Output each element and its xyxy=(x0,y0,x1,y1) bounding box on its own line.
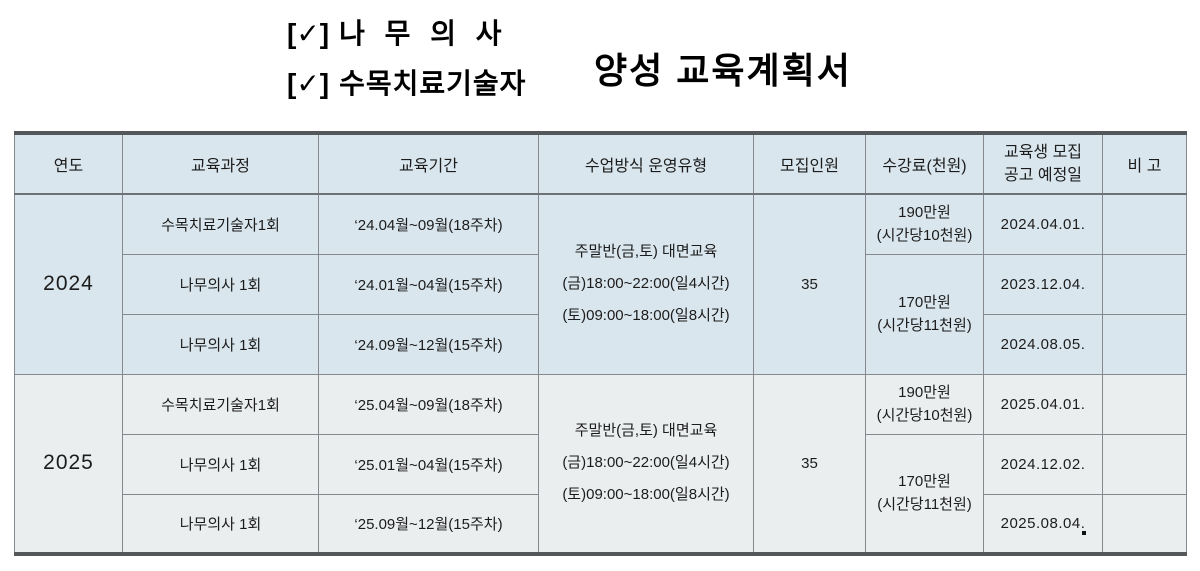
period-cell: ‘24.04월~09월(18주차) xyxy=(318,193,539,255)
remarks-cell xyxy=(1102,253,1187,315)
tuition-cell: 170만원 (시간당11천원) xyxy=(865,433,984,555)
announcement-date-cell: 2025.08.04. xyxy=(983,493,1103,555)
period-cell: ‘25.01월~04월(15주차) xyxy=(318,433,539,495)
table-row: 나무의사 1회 ‘25.01월~04월(15주차) 170만원 (시간당11천원… xyxy=(15,433,1187,555)
checked-checkbox-icon: [✓] xyxy=(287,68,330,99)
period-cell: ‘24.01월~04월(15주차) xyxy=(318,253,539,315)
announcement-date-cell: 2024.08.05. xyxy=(983,313,1103,375)
course-cell: 나무의사 1회 xyxy=(122,433,319,495)
announcement-date-cell: 2023.12.04. xyxy=(983,253,1103,315)
capacity-cell: 35 xyxy=(753,193,866,375)
header-announcement-date: 교육생 모집 공고 예정일 xyxy=(983,132,1103,195)
announcement-date-cell: 2024.04.01. xyxy=(983,193,1103,255)
announcement-date-cell: 2024.12.02. xyxy=(983,433,1103,495)
title-option-tree-doctor-label: 나 무 의 사 xyxy=(339,18,508,49)
remarks-cell xyxy=(1102,373,1187,435)
header-capacity: 모집인원 xyxy=(753,132,866,195)
tuition-cell: 190만원 (시간당10천원) xyxy=(865,193,984,255)
year-2024-cell: 2024 xyxy=(14,193,123,375)
header-period: 교육기간 xyxy=(318,132,539,195)
capacity-cell: 35 xyxy=(753,373,866,555)
table-row: 나무의사 1회 ‘24.01월~04월(15주차) 170만원 (시간당11천원… xyxy=(15,253,1187,375)
header-course: 교육과정 xyxy=(122,132,319,195)
remarks-cell xyxy=(1102,193,1187,255)
header-remarks: 비 고 xyxy=(1102,132,1187,195)
class-method-cell: 주말반(금,토) 대면교육 (금)18:00~22:00(일4시간) (토)09… xyxy=(538,373,754,555)
course-cell: 나무의사 1회 xyxy=(122,313,319,375)
header-tuition: 수강료(천원) xyxy=(865,132,984,195)
remarks-cell xyxy=(1102,313,1187,375)
course-cell: 수목치료기술자1회 xyxy=(122,373,319,435)
page-title: 양성 교육계획서 xyxy=(594,50,852,91)
remarks-cell xyxy=(1102,433,1187,495)
title-option-tree-doctor: [✓] 나 무 의 사 xyxy=(287,12,508,52)
document-title-block: [✓] 나 무 의 사 [✓] 수목치료기술자 양성 교육계획서 xyxy=(0,0,1200,131)
table-row: 2025 수목치료기술자1회 ‘25.04월~09월(18주차) 주말반(금,토… xyxy=(14,373,1187,555)
tuition-cell: 170만원 (시간당11천원) xyxy=(865,253,984,375)
table-row: 나무의사 1회 ‘25.09월~12월(15주차) 2025.08.04. xyxy=(15,493,1187,555)
course-cell: 수목치료기술자1회 xyxy=(122,193,319,255)
checked-checkbox-icon: [✓] xyxy=(287,18,330,49)
course-cell: 나무의사 1회 xyxy=(122,253,319,315)
remarks-cell xyxy=(1102,493,1187,555)
announcement-date-cell: 2025.04.01. xyxy=(983,373,1103,435)
year-2025-cell: 2025 xyxy=(14,373,123,555)
period-cell: ‘25.09월~12월(15주차) xyxy=(318,493,539,555)
title-option-tree-treatment-technician-label: 수목치료기술자 xyxy=(339,68,527,99)
course-cell: 나무의사 1회 xyxy=(122,493,319,555)
period-cell: ‘25.04월~09월(18주차) xyxy=(318,373,539,435)
table-header-row: 연도 교육과정 교육기간 수업방식 운영유형 모집인원 수강료(천원) 교육생 … xyxy=(14,132,1187,195)
scan-artifact-dot xyxy=(1082,531,1086,535)
table-row: 나무의사 1회 ‘24.09월~12월(15주차) 2024.08.05. xyxy=(15,313,1187,375)
header-class-method: 수업방식 운영유형 xyxy=(538,132,754,195)
education-plan-table: 연도 교육과정 교육기간 수업방식 운영유형 모집인원 수강료(천원) 교육생 … xyxy=(14,131,1187,556)
header-year: 연도 xyxy=(14,132,123,195)
table-row: 2024 수목치료기술자1회 ‘24.04월~09월(18주차) 주말반(금,토… xyxy=(14,193,1187,375)
title-option-tree-treatment-technician: [✓] 수목치료기술자 xyxy=(287,62,526,102)
period-cell: ‘24.09월~12월(15주차) xyxy=(318,313,539,375)
class-method-cell: 주말반(금,토) 대면교육 (금)18:00~22:00(일4시간) (토)09… xyxy=(538,193,754,375)
tuition-cell: 190만원 (시간당10천원) xyxy=(865,373,984,435)
